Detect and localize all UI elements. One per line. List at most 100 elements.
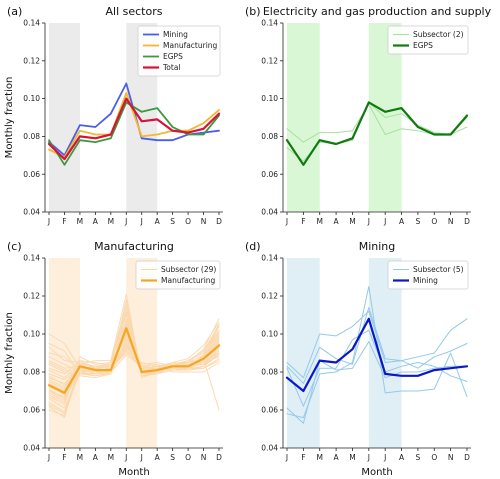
y-tick-label: 0.14 <box>261 254 278 263</box>
panel-title: Manufacturing <box>94 240 174 253</box>
legend-box <box>387 25 469 55</box>
y-tick-label: 0.14 <box>23 254 40 263</box>
series-group <box>285 286 469 424</box>
shaded-band-1 <box>287 23 320 212</box>
x-tick-label: J <box>47 453 50 462</box>
legend: Mining Manufacturing EGPS Total <box>137 25 221 77</box>
x-tick-label: A <box>399 217 405 226</box>
panel-letter: (c) <box>7 240 22 253</box>
legend: Subsector (2) EGPS <box>387 25 469 55</box>
x-tick-label: J <box>285 217 288 226</box>
panel-title: All sectors <box>106 5 163 18</box>
legend-label: Subsector (29) <box>161 265 216 274</box>
y-tick-label: 0.04 <box>261 444 278 453</box>
x-tick-label: N <box>448 217 454 226</box>
x-tick-label: J <box>140 453 143 462</box>
x-axis-label: Month <box>118 467 149 478</box>
panel-letter: (b) <box>245 5 261 18</box>
series-line-21 <box>48 350 220 373</box>
shaded-band-1 <box>49 23 80 212</box>
x-tick-label: D <box>464 453 470 462</box>
x-tick-label: J <box>383 217 386 226</box>
panel-2: 0.040.060.080.100.120.14J F M A M J J A S O N D(b) E… <box>245 5 492 226</box>
legend-label: Subsector (2) <box>413 30 464 39</box>
x-tick-label: S <box>170 217 175 226</box>
y-tick-label: 0.10 <box>23 330 40 339</box>
y-tick-label: 0.08 <box>261 132 278 141</box>
x-tick-label: J <box>140 217 143 226</box>
x-tick-label: M <box>316 217 322 226</box>
y-tick-label: 0.08 <box>261 368 278 377</box>
y-tick-label: 0.10 <box>261 330 278 339</box>
legend: Subsector (29) Manufacturing <box>135 260 221 290</box>
x-tick-label: D <box>216 453 222 462</box>
series-line-3 <box>285 101 469 166</box>
legend-label: EGPS <box>163 52 183 61</box>
series-line-2 <box>48 92 220 159</box>
x-tick-label: J <box>367 217 370 226</box>
legend-label: Manufacturing <box>163 41 218 50</box>
x-tick-label: M <box>77 453 83 462</box>
panel-1: 0.040.060.080.100.120.14J F M A M J J A S O N D(a) A… <box>4 5 223 226</box>
y-axis-label: Monthly fraction <box>4 312 15 394</box>
shaded-band-1 <box>287 258 320 448</box>
x-tick-label: J <box>124 453 127 462</box>
panel-letter: (d) <box>245 240 261 253</box>
y-tick-label: 0.06 <box>261 170 278 179</box>
y-tick-label: 0.04 <box>23 208 40 217</box>
x-tick-label: A <box>399 453 405 462</box>
x-tick-label: S <box>416 453 421 462</box>
y-tick-label: 0.10 <box>23 94 40 103</box>
y-tick-label: 0.04 <box>23 444 40 453</box>
x-tick-label: F <box>301 217 305 226</box>
x-tick-label: F <box>301 453 305 462</box>
x-tick-label: O <box>185 453 191 462</box>
series-line-5 <box>286 341 468 424</box>
x-tick-label: D <box>464 217 470 226</box>
x-tick-label: N <box>201 217 207 226</box>
x-tick-label: M <box>108 453 114 462</box>
x-tick-label: M <box>349 453 355 462</box>
y-tick-label: 0.14 <box>261 19 278 28</box>
x-tick-label: A <box>93 217 99 226</box>
x-tick-label: N <box>448 453 454 462</box>
legend-label: Manufacturing <box>161 276 216 285</box>
x-tick-label: F <box>62 453 66 462</box>
panel-letter: (a) <box>7 5 22 18</box>
legend: Subsector (5) Mining <box>387 260 469 290</box>
x-tick-label: N <box>201 453 207 462</box>
legend-box <box>135 260 221 290</box>
legend-label: Mining <box>413 276 438 285</box>
x-tick-label: O <box>431 217 437 226</box>
x-tick-label: M <box>316 453 322 462</box>
panel-title: Electricity and gas production and suppl… <box>263 5 492 18</box>
legend-label: Mining <box>163 30 188 39</box>
x-tick-label: J <box>383 453 386 462</box>
x-tick-label: J <box>367 453 370 462</box>
x-tick-label: A <box>155 217 161 226</box>
series-group <box>285 101 469 166</box>
panel-3: 0.040.060.080.100.120.14J F M A M J J A S O N D(c) M… <box>4 240 223 478</box>
y-tick-label: 0.08 <box>23 368 40 377</box>
series-group <box>47 82 221 166</box>
y-tick-label: 0.06 <box>261 406 278 415</box>
y-tick-label: 0.08 <box>23 132 40 141</box>
x-tick-label: O <box>185 217 191 226</box>
series-line-4 <box>286 306 468 384</box>
y-tick-label: 0.12 <box>261 292 278 301</box>
series-group <box>47 293 221 419</box>
x-tick-label: A <box>155 453 161 462</box>
x-tick-label: S <box>170 453 175 462</box>
x-axis-label: Month <box>361 467 392 478</box>
y-tick-label: 0.06 <box>23 406 40 415</box>
x-tick-label: J <box>285 453 288 462</box>
x-tick-label: A <box>334 453 340 462</box>
y-axis-label: Monthly fraction <box>4 77 15 159</box>
x-tick-label: A <box>93 453 99 462</box>
legend-label: Total <box>162 63 181 72</box>
legend-label: EGPS <box>413 41 433 50</box>
shaded-band-1 <box>49 258 80 448</box>
x-tick-label: M <box>77 217 83 226</box>
y-tick-label: 0.12 <box>23 56 40 65</box>
